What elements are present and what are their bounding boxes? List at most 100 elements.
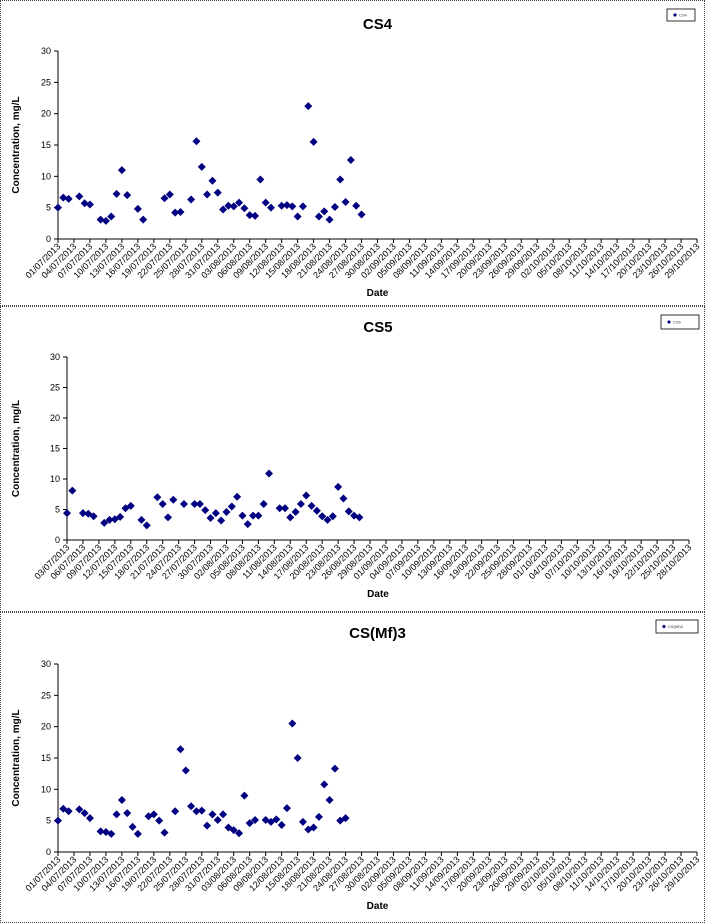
data-point <box>164 513 173 522</box>
data-point <box>302 491 311 500</box>
data-point <box>277 821 286 830</box>
data-point <box>78 509 87 518</box>
chart-panel-cs4: CS4 CS4 0 5 10 15 20 25 30 01/07/2013 04/07/2013 07… <box>0 0 705 306</box>
data-point <box>227 502 236 511</box>
data-point <box>298 202 307 211</box>
legend-label: CS4 <box>679 13 688 18</box>
data-point <box>171 807 180 816</box>
data-point <box>352 201 361 210</box>
data-point <box>229 202 238 211</box>
data-point <box>251 211 260 220</box>
data-point <box>259 500 268 509</box>
data-point <box>235 198 244 207</box>
data-point <box>341 814 350 823</box>
data-point <box>245 211 254 220</box>
legend: CS5 <box>660 314 700 330</box>
data-point <box>240 204 249 213</box>
data-point <box>211 509 220 518</box>
data-point <box>277 201 286 210</box>
data-point <box>100 518 109 527</box>
data-point <box>107 829 116 838</box>
y-tick-label: 20 <box>41 722 51 732</box>
legend-marker <box>667 320 671 324</box>
data-point <box>105 515 114 524</box>
legend-label: CS5 <box>673 320 682 325</box>
y-tick-label: 30 <box>41 659 51 669</box>
data-point <box>149 810 158 819</box>
data-point <box>233 492 242 501</box>
legend-box <box>660 314 700 330</box>
data-point <box>107 212 116 221</box>
data-point <box>187 802 196 811</box>
chart-panel-csmf3: CS(Mf)3 CS(Mf)3 0 5 10 15 20 25 30 01/07/2013 04/0… <box>0 612 705 923</box>
x-axis-label: Date <box>367 901 389 912</box>
data-point <box>256 175 265 184</box>
data-point <box>197 162 206 171</box>
data-point <box>267 203 275 212</box>
data-point <box>85 200 94 209</box>
data-point <box>272 815 281 824</box>
data-point <box>63 509 71 518</box>
y-tick-label: 10 <box>41 171 51 181</box>
data-point <box>142 521 151 530</box>
data-point <box>334 482 343 491</box>
chart-cs5: CS5 CS505101520253003/07/201306/07/201309… <box>11 314 700 600</box>
data-point <box>201 506 210 515</box>
chart-title: CS(Mf)3 <box>349 625 406 642</box>
data-point <box>84 509 93 518</box>
data-point <box>238 511 247 520</box>
data-point <box>112 189 121 198</box>
data-point <box>208 810 217 819</box>
data-point <box>213 188 222 197</box>
data-point <box>179 500 188 509</box>
y-tick-label: 30 <box>41 46 51 56</box>
y-tick-label: 0 <box>46 847 51 857</box>
data-point <box>190 500 199 509</box>
data-point <box>176 208 185 217</box>
y-tick-label: 5 <box>55 505 60 515</box>
data-point <box>293 754 302 762</box>
y-axis-label: Concentration, mg/L <box>11 400 22 497</box>
data-point <box>117 166 126 175</box>
y-tick-label: 25 <box>41 690 51 700</box>
y-tick-label: 20 <box>41 109 51 119</box>
data-point <box>320 207 329 216</box>
data-point <box>64 194 73 203</box>
data-point <box>126 501 135 510</box>
data-point <box>206 514 215 523</box>
chart-cs4: CS4CS405101520253001/07/201304/07/201307… <box>11 8 701 299</box>
data-point <box>346 156 355 165</box>
y-tick-label: 15 <box>41 140 51 150</box>
chart-csmf3: CS(Mf)3 CS(Mf)305101520253001/07/201304/0… <box>11 619 701 912</box>
y-tick-label: 15 <box>50 444 60 454</box>
data-point <box>96 827 105 836</box>
data-point <box>181 766 190 775</box>
data-point <box>128 822 137 831</box>
data-point <box>265 469 274 478</box>
data-point <box>307 501 316 510</box>
data-point <box>139 215 148 224</box>
data-point <box>203 190 212 199</box>
data-point <box>325 215 334 224</box>
data-point <box>275 504 284 513</box>
data-point <box>133 829 142 838</box>
data-point <box>123 191 132 200</box>
data-point <box>341 198 350 207</box>
legend-marker <box>673 13 677 17</box>
data-point <box>323 515 332 524</box>
data-point <box>288 202 297 211</box>
data-point <box>68 486 77 495</box>
legend-box <box>666 8 696 22</box>
data-point <box>160 194 169 203</box>
data-point <box>339 494 348 503</box>
data-point <box>293 212 302 221</box>
x-axis-label: Date <box>367 589 389 600</box>
data-point <box>219 205 228 214</box>
chart-title: CS5 <box>363 319 392 336</box>
y-tick-label: 25 <box>50 383 60 393</box>
data-point <box>171 208 180 217</box>
data-point <box>318 512 327 521</box>
data-point <box>309 823 318 832</box>
data-point <box>101 216 110 225</box>
data-point <box>288 719 297 728</box>
